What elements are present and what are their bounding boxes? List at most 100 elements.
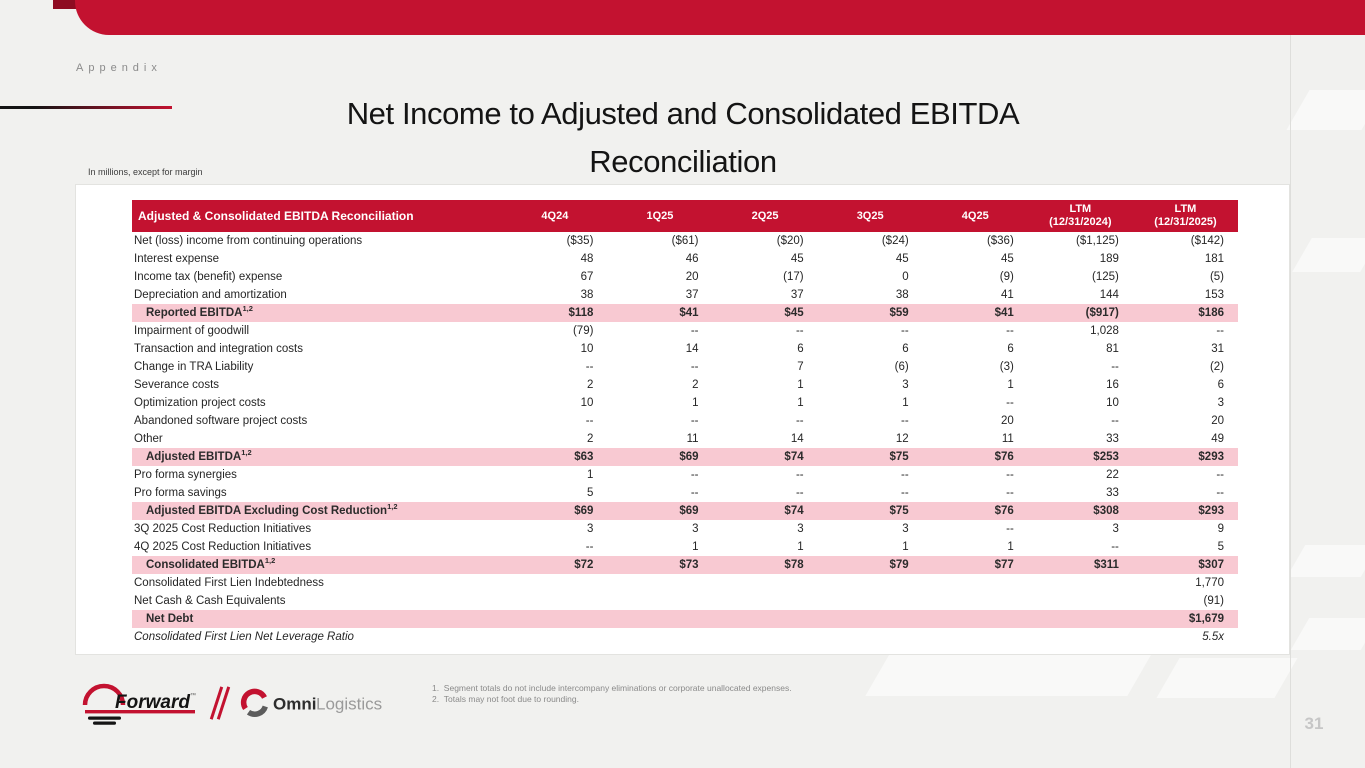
- cell-1q25: 20: [685, 271, 699, 283]
- cell-3q25: [818, 592, 923, 610]
- cell-4q25: [923, 574, 1028, 592]
- cell-4q24: $118: [502, 304, 608, 322]
- cell-ltm-12-31-2024: [1027, 610, 1133, 628]
- cell-1q25: 11: [686, 433, 699, 445]
- cell-2q25: $78: [712, 556, 818, 574]
- cell-ltm-12-31-2025: $293: [1132, 502, 1238, 520]
- footer-logos: Forward ™ Omni Logistics: [76, 679, 390, 727]
- cell-4q25: --: [1006, 397, 1014, 409]
- cell-4q25: 41: [1001, 289, 1014, 301]
- cell-1q25: [607, 628, 712, 646]
- units-note: In millions, except for margin: [88, 167, 203, 177]
- cell-1q25: 1: [692, 541, 699, 553]
- svg-text:™: ™: [190, 692, 196, 699]
- cell-2q25: ($20): [776, 235, 804, 247]
- column-header-4q24: 4Q24: [502, 200, 608, 232]
- slide-title: Net Income to Adjusted and Consolidated …: [0, 90, 1365, 186]
- table-row: Pro forma savings 5 -- -- -- -- 33 --: [132, 484, 1238, 502]
- cell-4q25: --: [1006, 325, 1014, 337]
- cell-ltm-12-31-2024: 33: [1106, 487, 1119, 499]
- row-label: Pro forma savings: [134, 487, 227, 499]
- cell-4q24: 2: [587, 379, 594, 391]
- cell-ltm-12-31-2025: 3: [1217, 397, 1224, 409]
- table-row: Income tax (benefit) expense 67 20 (17) 0 (9)…: [132, 268, 1238, 286]
- cell-3q25: ($24): [881, 235, 909, 247]
- cell-ltm-12-31-2024: --: [1111, 361, 1119, 373]
- cell-ltm-12-31-2025: 9: [1217, 523, 1224, 535]
- table-row: Depreciation and amortization 38 37 37 38 41 1…: [132, 286, 1238, 304]
- row-label: Abandoned software project costs: [134, 415, 308, 427]
- cell-4q24: 10: [580, 397, 594, 409]
- footnotes: 1. Segment totals do not include interco…: [432, 683, 792, 704]
- cell-4q24: 38: [580, 289, 594, 301]
- cell-3q25: $75: [817, 502, 923, 520]
- top-accent-bar: [75, 0, 1365, 35]
- row-label: Adjusted EBITDA Excluding Cost Reduction…: [132, 502, 503, 520]
- cell-4q24: 5: [587, 487, 594, 499]
- cell-2q25: 6: [797, 343, 804, 355]
- table-row: Abandoned software project costs -- -- -- --…: [132, 412, 1238, 430]
- row-label: Impairment of goodwill: [134, 325, 250, 337]
- cell-3q25: [818, 574, 923, 592]
- cell-1q25: $73: [607, 556, 713, 574]
- section-label: Appendix: [76, 62, 162, 74]
- cell-ltm-12-31-2024: [1028, 628, 1133, 646]
- cell-3q25: 6: [902, 343, 909, 355]
- cell-1q25: [607, 610, 713, 628]
- table-row: Optimization project costs 10 1 1 1 -- 10 3: [132, 394, 1238, 412]
- cell-ltm-12-31-2024: 33: [1106, 433, 1119, 445]
- cell-4q25: $77: [922, 556, 1028, 574]
- cell-ltm-12-31-2025: --: [1216, 469, 1224, 481]
- footnote: 2. Totals may not foot due to rounding.: [432, 693, 579, 704]
- cell-2q25: 45: [790, 253, 804, 265]
- cell-4q25: $41: [922, 304, 1028, 322]
- row-label: Consolidated First Lien Net Leverage Rat…: [134, 631, 354, 643]
- table-row: 4Q 2025 Cost Reduction Initiatives -- 1 1 1 1…: [132, 538, 1238, 556]
- cell-3q25: --: [901, 325, 909, 337]
- cell-3q25: 3: [902, 379, 909, 391]
- cell-4q25: 11: [1001, 433, 1014, 445]
- cell-ltm-12-31-2025: 49: [1211, 433, 1224, 445]
- cell-4q25: (3): [999, 361, 1014, 373]
- cell-4q24: 10: [580, 343, 594, 355]
- title-rule: [0, 106, 172, 109]
- slide-title-line1: Net Income to Adjusted and Consolidated …: [346, 96, 1020, 131]
- cell-ltm-12-31-2025: $186: [1132, 304, 1238, 322]
- omni-logistics-logo: Omni Logistics: [240, 688, 382, 717]
- cell-2q25: 3: [797, 523, 804, 535]
- cell-ltm-12-31-2025: 31: [1211, 343, 1224, 355]
- column-header-2q25: 2Q25: [712, 200, 818, 232]
- row-label: Transaction and integration costs: [134, 343, 303, 355]
- column-header-3q25: 3Q25: [817, 200, 923, 232]
- cell-4q25: --: [1006, 487, 1014, 499]
- cell-2q25: [713, 592, 818, 610]
- row-label: Net (loss) income from continuing operat…: [134, 235, 363, 247]
- cell-4q25: 45: [1001, 253, 1014, 265]
- cell-4q24: --: [585, 361, 594, 373]
- cell-ltm-12-31-2024: $311: [1027, 556, 1133, 574]
- cell-ltm-12-31-2024: 22: [1106, 469, 1119, 481]
- cell-4q25: (9): [999, 271, 1014, 283]
- cell-2q25: --: [795, 487, 804, 499]
- cell-4q24: ($35): [566, 235, 594, 247]
- row-label: Reported EBITDA1,2: [132, 304, 503, 322]
- cell-ltm-12-31-2025: 20: [1211, 415, 1224, 427]
- column-header-1q25: 1Q25: [607, 200, 713, 232]
- table-row: Adjusted EBITDA1,2 $63 $69 $74 $75 $76 $253 $29…: [132, 448, 1238, 466]
- cell-4q24: [502, 610, 608, 628]
- column-header-ltm-12-31-2024: LTM (12/31/2024): [1027, 200, 1133, 232]
- cell-2q25: 14: [790, 433, 804, 445]
- cell-ltm-12-31-2025: (5): [1209, 271, 1224, 283]
- row-label: Interest expense: [134, 253, 220, 265]
- cell-4q25: [923, 592, 1028, 610]
- row-label: Consolidated First Lien Indebtedness: [134, 577, 324, 589]
- cell-4q25: $76: [922, 502, 1028, 520]
- cell-1q25: 46: [685, 253, 699, 265]
- cell-3q25: --: [901, 469, 909, 481]
- decorative-band: [1156, 658, 1298, 698]
- cell-ltm-12-31-2025: $293: [1132, 448, 1238, 466]
- cell-4q25: [922, 610, 1028, 628]
- cell-2q25: --: [795, 469, 804, 481]
- table-row: Transaction and integration costs 10 14 6 6 6…: [132, 340, 1238, 358]
- cell-1q25: --: [690, 487, 699, 499]
